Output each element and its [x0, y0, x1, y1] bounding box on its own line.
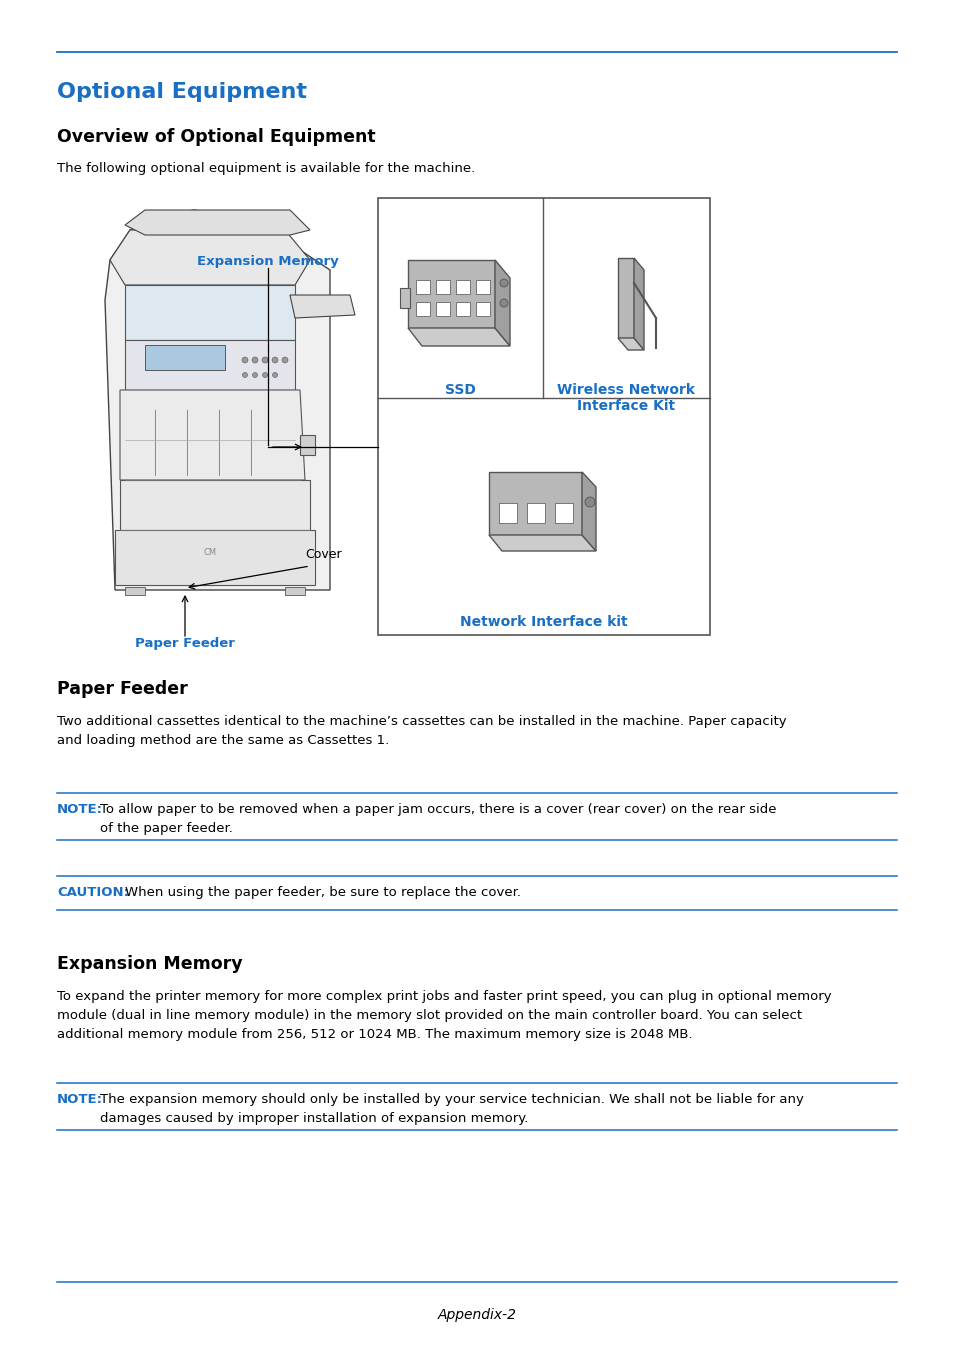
Text: Cover: Cover — [305, 548, 341, 562]
Polygon shape — [618, 258, 634, 338]
Circle shape — [242, 373, 247, 378]
Polygon shape — [125, 340, 294, 390]
Polygon shape — [105, 211, 330, 590]
Bar — [476, 279, 490, 294]
Bar — [526, 504, 544, 522]
Text: NOTE:: NOTE: — [57, 1094, 103, 1106]
Bar — [436, 302, 450, 316]
Polygon shape — [581, 472, 596, 551]
Text: Expansion Memory: Expansion Memory — [57, 954, 242, 973]
Bar — [299, 435, 314, 455]
Bar — [145, 346, 225, 370]
Polygon shape — [489, 472, 581, 535]
Text: Appendix-2: Appendix-2 — [437, 1308, 516, 1322]
Bar — [555, 504, 573, 522]
Polygon shape — [618, 338, 643, 350]
Bar — [476, 302, 490, 316]
Polygon shape — [125, 211, 310, 235]
Circle shape — [242, 356, 248, 363]
Text: NOTE:: NOTE: — [57, 803, 103, 815]
Text: The expansion memory should only be installed by your service technician. We sha: The expansion memory should only be inst… — [100, 1094, 803, 1125]
Polygon shape — [495, 261, 510, 346]
Circle shape — [282, 356, 288, 363]
Bar — [416, 279, 430, 294]
Bar — [377, 198, 709, 634]
Circle shape — [272, 356, 277, 363]
Text: Two additional cassettes identical to the machine’s cassettes can be installed i: Two additional cassettes identical to th… — [57, 716, 786, 747]
Polygon shape — [110, 230, 310, 285]
Text: To allow paper to be removed when a paper jam occurs, there is a cover (rear cov: To allow paper to be removed when a pape… — [100, 803, 776, 836]
Polygon shape — [120, 390, 305, 481]
Bar — [416, 302, 430, 316]
Text: Network Interface kit: Network Interface kit — [459, 616, 627, 629]
Text: To expand the printer memory for more complex print jobs and faster print speed,: To expand the printer memory for more co… — [57, 990, 831, 1041]
Circle shape — [499, 279, 507, 288]
Circle shape — [253, 373, 257, 378]
Bar — [285, 587, 305, 595]
Circle shape — [499, 298, 507, 306]
Text: CAUTION:: CAUTION: — [57, 886, 129, 899]
Polygon shape — [125, 285, 294, 340]
Circle shape — [262, 373, 267, 378]
Text: Optional Equipment: Optional Equipment — [57, 82, 307, 103]
Circle shape — [584, 497, 595, 508]
Circle shape — [262, 356, 268, 363]
Polygon shape — [290, 296, 355, 319]
Polygon shape — [634, 258, 643, 350]
Polygon shape — [489, 535, 596, 551]
Text: Wireless Network
Interface Kit: Wireless Network Interface Kit — [557, 383, 695, 413]
Polygon shape — [115, 531, 314, 585]
Circle shape — [252, 356, 257, 363]
Text: CM: CM — [203, 548, 216, 558]
Text: When using the paper feeder, be sure to replace the cover.: When using the paper feeder, be sure to … — [125, 886, 520, 899]
Bar — [399, 288, 410, 308]
Bar — [436, 279, 450, 294]
Text: The following optional equipment is available for the machine.: The following optional equipment is avai… — [57, 162, 475, 176]
Bar — [498, 504, 517, 522]
Polygon shape — [120, 481, 310, 531]
Text: Paper Feeder: Paper Feeder — [57, 680, 188, 698]
Bar — [125, 587, 145, 595]
Polygon shape — [408, 328, 510, 346]
Polygon shape — [408, 261, 495, 328]
Text: SSD: SSD — [444, 383, 475, 397]
Text: Paper Feeder: Paper Feeder — [135, 637, 234, 649]
Circle shape — [273, 373, 277, 378]
Bar — [456, 302, 470, 316]
Bar — [456, 279, 470, 294]
Text: Overview of Optional Equipment: Overview of Optional Equipment — [57, 128, 375, 146]
Text: Expansion Memory: Expansion Memory — [197, 255, 338, 269]
